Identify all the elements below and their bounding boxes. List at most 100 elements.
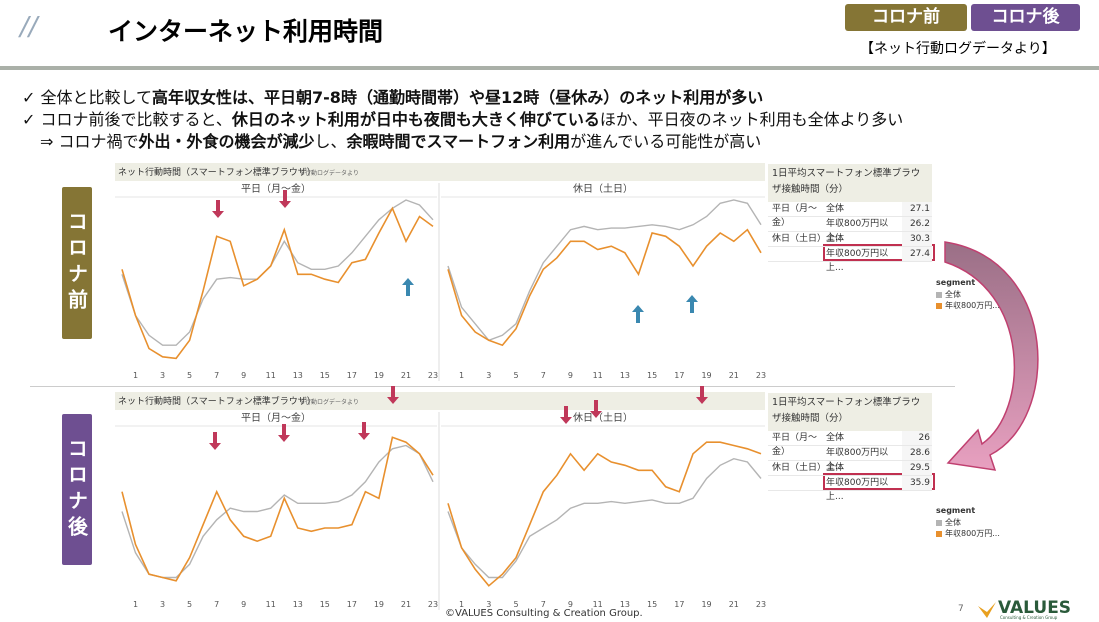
table-row: 平日（月～金） 全体 27.1 bbox=[768, 202, 932, 228]
series-line bbox=[447, 228, 762, 347]
x-tick-label: 3 bbox=[486, 600, 491, 609]
x-tick-label: 1 bbox=[459, 371, 464, 380]
x-tick-label: 13 bbox=[293, 371, 303, 380]
x-tick-label: 15 bbox=[647, 371, 657, 380]
series-line bbox=[121, 444, 434, 579]
badge-before: コロナ前 bbox=[845, 4, 967, 31]
panel-title: 平日（月～金） bbox=[241, 411, 311, 424]
table-row: 年収800万円以上... 27.4 bbox=[768, 247, 932, 273]
x-tick-label: 17 bbox=[674, 371, 684, 380]
x-tick-label: 15 bbox=[320, 600, 330, 609]
row-group: 平日（月～金） bbox=[772, 204, 818, 228]
bullets: ✓ 全体と比較して高年収女性は、平日朝7-8時（通勤時間帯）や昼12時（昼休み）… bbox=[22, 84, 903, 151]
x-tick-label: 5 bbox=[513, 371, 518, 380]
bullet-text: ⇒ bbox=[40, 132, 59, 151]
legend-label: 年収800万円... bbox=[945, 529, 1000, 538]
row-label: 年収800万円以上... bbox=[826, 478, 889, 502]
legend-entry: 全体 bbox=[936, 517, 1000, 528]
bullet-text: 高年収女性は、平日朝7-8時（通勤時間帯）や昼12時（昼休み）のネット利用が多い bbox=[152, 88, 764, 107]
x-tick-label: 7 bbox=[541, 600, 546, 609]
annotation-arrow bbox=[278, 424, 290, 442]
x-tick-label: 15 bbox=[647, 600, 657, 609]
chart-title: ネット行動時間（スマートフォン標準ブラウザ） bbox=[118, 395, 316, 407]
slide-title: インターネット利用時間 bbox=[108, 17, 384, 46]
legend-label: 全体 bbox=[945, 518, 961, 527]
bullet-text: 外出・外食の機会が減少 bbox=[138, 132, 315, 151]
decor-slash: // bbox=[20, 12, 38, 42]
legend-label: 全体 bbox=[945, 290, 961, 299]
x-tick-label: 11 bbox=[266, 600, 276, 609]
x-tick-label: 21 bbox=[401, 371, 411, 380]
bullet-text: し、 bbox=[314, 132, 347, 151]
x-tick-label: 9 bbox=[568, 600, 573, 609]
chart-title: ネット行動時間（スマートフォン標準ブラウザ） bbox=[118, 166, 316, 178]
side-label-after: コロナ後 bbox=[62, 414, 92, 565]
annotation-arrow bbox=[212, 200, 224, 218]
x-tick-label: 9 bbox=[568, 371, 573, 380]
x-tick-label: 11 bbox=[593, 371, 603, 380]
x-tick-label: 5 bbox=[513, 600, 518, 609]
bullet-line: ⇒ コロナ禍で外出・外食の機会が減少し、余暇時間でスマートフォン利用が進んでいる… bbox=[22, 128, 903, 151]
table-row: 年収800万円以上... 28.6 bbox=[768, 446, 932, 472]
legend-swatch bbox=[936, 519, 942, 526]
row-label: 全体 bbox=[826, 204, 845, 214]
legend: segment 全体 年収800万円... bbox=[936, 278, 1000, 311]
badge-after: コロナ後 bbox=[971, 4, 1080, 31]
highlight-box bbox=[823, 244, 935, 261]
bullet-text: 全体と比較して bbox=[40, 88, 153, 107]
legend: segment 全体年収800万円... bbox=[936, 506, 1000, 539]
logo-mark bbox=[978, 602, 996, 618]
x-tick-label: 13 bbox=[293, 600, 303, 609]
annotation-arrow bbox=[387, 386, 399, 404]
legend-title: segment bbox=[936, 506, 976, 515]
source-note: 【ネット行動ログデータより】 bbox=[860, 41, 1056, 57]
x-tick-label: 19 bbox=[701, 600, 711, 609]
chart-header-band bbox=[115, 163, 765, 181]
row-group-empty bbox=[768, 476, 826, 490]
bullet-text: 余暇時間でスマートフォン利用 bbox=[346, 132, 571, 151]
x-tick-label: 7 bbox=[214, 600, 219, 609]
row-group: 休日（土日） bbox=[772, 463, 827, 473]
row-group: 平日（月～金） bbox=[772, 433, 818, 457]
annotation-arrow bbox=[632, 305, 644, 323]
series-line bbox=[447, 441, 762, 587]
legend-swatch bbox=[936, 530, 942, 537]
summary-table: 1日平均スマートフォン標準ブラウザ接触時間（分） 平日（月～金） 全体 27.1 年収8… bbox=[768, 164, 932, 273]
annotation-arrow bbox=[686, 295, 698, 313]
bullet-text: コロナ前後で比較すると、 bbox=[40, 110, 232, 129]
legend-swatch bbox=[936, 291, 942, 298]
x-tick-label: 13 bbox=[620, 371, 630, 380]
x-tick-label: 1 bbox=[459, 600, 464, 609]
x-tick-label: 11 bbox=[266, 371, 276, 380]
x-tick-label: 1 bbox=[133, 371, 138, 380]
x-tick-label: 3 bbox=[486, 371, 491, 380]
row-value: 35.9 bbox=[902, 476, 932, 490]
x-tick-label: 19 bbox=[701, 371, 711, 380]
row-group-empty bbox=[768, 446, 826, 460]
side-label-before: コロナ前 bbox=[62, 187, 92, 339]
annotation-arrow bbox=[209, 432, 221, 450]
row-value: 27.4 bbox=[902, 247, 932, 261]
x-tick-label: 21 bbox=[729, 371, 739, 380]
x-tick-label: 7 bbox=[541, 371, 546, 380]
x-tick-label: 19 bbox=[374, 371, 384, 380]
highlight-box bbox=[823, 473, 935, 490]
page-number: 7 bbox=[958, 604, 964, 614]
row-group-empty bbox=[768, 247, 826, 261]
row-label: 年収800万円以上... bbox=[826, 249, 889, 273]
x-tick-label: 23 bbox=[428, 371, 438, 380]
x-tick-label: 3 bbox=[160, 371, 165, 380]
x-tick-label: 1 bbox=[133, 600, 138, 609]
legend-entry: 全体 bbox=[936, 289, 1000, 300]
x-tick-label: 9 bbox=[241, 600, 246, 609]
annotation-arrow bbox=[358, 422, 370, 440]
row-value: 30.3 bbox=[902, 232, 932, 246]
series-line bbox=[121, 199, 434, 346]
bullet-text: ✓ bbox=[22, 88, 41, 107]
row-label: 年収800万円以上... bbox=[826, 219, 889, 243]
bullet-text: コロナ禍で bbox=[58, 132, 139, 151]
annotation-arrow bbox=[696, 386, 708, 404]
panel-title: 休日（土日） bbox=[573, 182, 633, 195]
